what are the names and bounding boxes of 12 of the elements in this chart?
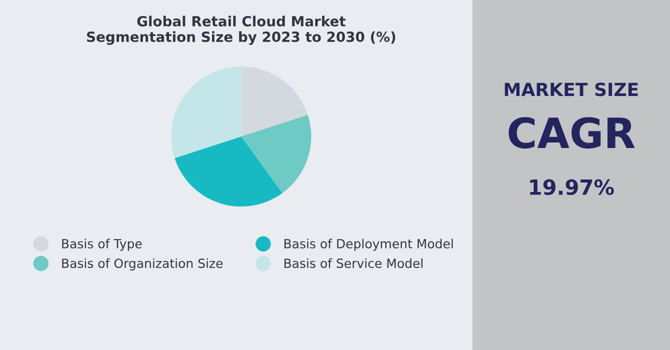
pie-slice [241, 114, 312, 194]
text: CAGR [508, 117, 635, 149]
legend-label: Basis of Organization Size [62, 258, 223, 270]
pie-slice [241, 66, 308, 136]
legend-label: Basis of Type [62, 238, 142, 251]
pie-slice [174, 136, 282, 206]
pie-slice [171, 66, 242, 158]
legend-label: Basis of Deployment Model [284, 238, 453, 251]
text: 19.97% [530, 179, 614, 196]
legend-label: Basis of Service Model [284, 258, 422, 268]
text: MARKET SIZE [504, 82, 638, 96]
chart-title: Global Retail Cloud Market Segmentation Size by 2023 to 2030 (%) [87, 16, 396, 45]
